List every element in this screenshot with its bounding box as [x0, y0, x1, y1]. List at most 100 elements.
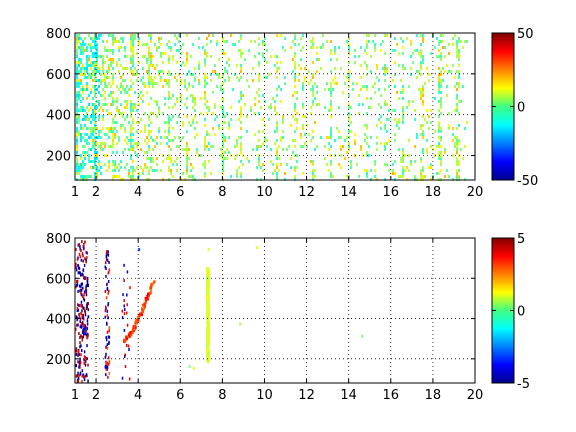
top-heatmap-cell — [230, 106, 232, 109]
top-heatmap-cell — [416, 133, 418, 136]
top-heatmap-cell — [440, 82, 442, 85]
top-heatmap-cell — [360, 46, 362, 49]
top-heatmap-cell — [348, 43, 350, 46]
bottom-heatmap-cell — [80, 288, 83, 292]
top-heatmap-cell — [78, 169, 80, 172]
top-heatmap-cell — [236, 64, 238, 67]
top-heatmap-cell — [82, 118, 84, 121]
top-heatmap-cell — [142, 43, 144, 46]
top-heatmap-cell — [120, 112, 122, 115]
bottom-x-tick-label: 1 — [71, 388, 79, 403]
top-heatmap-cell — [244, 103, 246, 106]
top-heatmap-cell — [316, 91, 318, 94]
top-heatmap-cell — [410, 67, 412, 70]
bottom-heatmap-cell — [256, 246, 259, 250]
bottom-heatmap-cell — [123, 328, 126, 332]
top-heatmap-cell — [102, 94, 104, 97]
top-heatmap-cell — [350, 163, 352, 166]
top-heatmap-cell — [90, 121, 92, 124]
top-heatmap-cell — [94, 46, 96, 49]
top-heatmap-cell — [206, 130, 208, 133]
top-heatmap-cell — [274, 106, 276, 109]
top-heatmap-cell — [222, 169, 224, 172]
top-heatmap-cell — [154, 100, 156, 103]
bottom-heatmap-cell — [139, 312, 142, 316]
bottom-heatmap-cell — [86, 322, 89, 326]
bottom-heatmap-cell — [82, 328, 85, 332]
top-heatmap-cell — [294, 52, 296, 55]
top-heatmap-cell — [266, 76, 268, 79]
top-heatmap-cell — [108, 76, 110, 79]
top-heatmap-cell — [258, 79, 260, 82]
top-heatmap-cell — [214, 118, 216, 121]
top-heatmap-cell — [140, 91, 142, 94]
top-heatmap-cell — [96, 79, 98, 82]
top-heatmap-cell — [186, 58, 188, 61]
top-heatmap-cell — [430, 163, 432, 166]
top-heatmap-cell — [276, 175, 278, 178]
top-heatmap-cell — [348, 70, 350, 73]
top-heatmap-cell — [204, 94, 206, 97]
top-heatmap-cell — [330, 91, 332, 94]
top-heatmap-cell — [168, 79, 170, 82]
top-heatmap-cell — [400, 160, 402, 163]
top-heatmap-cell — [88, 103, 90, 106]
top-heatmap-cell — [360, 88, 362, 91]
top-heatmap-cell — [414, 109, 416, 112]
top-heatmap-cell — [454, 145, 456, 148]
top-heatmap-cell — [138, 40, 140, 43]
top-heatmap-cell — [366, 172, 368, 175]
top-heatmap-cell — [100, 94, 102, 97]
bottom-heatmap-cell — [83, 375, 85, 379]
top-heatmap-cell — [96, 46, 98, 49]
top-x-tick-label: 10 — [256, 185, 273, 200]
top-heatmap-cell — [130, 127, 132, 130]
bottom-heatmap-cell — [83, 361, 86, 365]
top-heatmap-cell — [190, 94, 192, 97]
top-heatmap-cell — [100, 145, 102, 148]
top-heatmap-cell — [438, 142, 440, 145]
top-heatmap-cell — [156, 49, 158, 52]
top-heatmap-cell — [422, 166, 424, 169]
bottom-heatmap-cell — [85, 293, 88, 297]
top-heatmap-cell — [364, 139, 366, 142]
top-heatmap-cell — [414, 49, 416, 52]
top-heatmap-cell — [170, 118, 172, 121]
top-heatmap-cell — [426, 151, 428, 154]
top-heatmap-cell — [452, 127, 454, 130]
top-heatmap-cell — [178, 40, 180, 43]
top-heatmap-cell — [86, 49, 88, 52]
top-heatmap-cell — [376, 67, 378, 70]
bottom-heatmap-cell — [80, 282, 83, 286]
top-heatmap-cell — [132, 145, 134, 148]
top-heatmap-cell — [82, 106, 84, 109]
top-heatmap-cell — [186, 115, 188, 118]
top-heatmap-cell — [120, 64, 122, 67]
top-y-tick-label: 400 — [46, 109, 71, 124]
top-heatmap-cell — [330, 160, 332, 163]
top-heatmap-cell — [268, 118, 270, 121]
top-heatmap-cell — [438, 127, 440, 130]
top-heatmap-cell — [114, 40, 116, 43]
top-heatmap-cell — [130, 130, 132, 133]
bottom-heatmap-cell — [107, 356, 110, 360]
top-heatmap-cell — [76, 133, 78, 136]
top-heatmap-cell — [84, 67, 86, 70]
top-heatmap-cell — [88, 55, 90, 58]
top-heatmap-cell — [346, 76, 348, 79]
top-heatmap-cell — [130, 58, 132, 61]
top-heatmap-cell — [78, 166, 80, 169]
top-heatmap-cell — [422, 88, 424, 91]
top-heatmap-cell — [96, 106, 98, 109]
top-heatmap-cell — [404, 169, 406, 172]
top-heatmap-cell — [176, 97, 178, 100]
top-heatmap-cell — [96, 70, 98, 73]
top-heatmap-cell — [258, 160, 260, 163]
top-heatmap-cell — [130, 43, 132, 46]
top-heatmap-cell — [314, 121, 316, 124]
top-heatmap-cell — [420, 43, 422, 46]
top-heatmap-cell — [236, 145, 238, 148]
top-heatmap-cell — [170, 73, 172, 76]
bottom-heatmap-cell — [146, 294, 149, 298]
